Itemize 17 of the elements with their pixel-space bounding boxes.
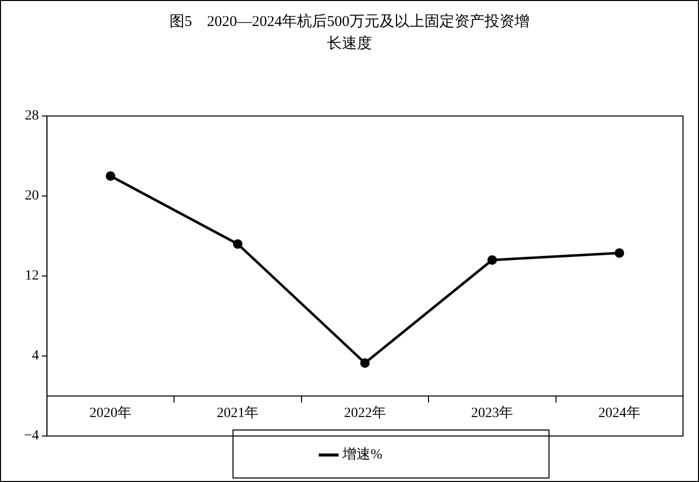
y-tick-label: −4 xyxy=(24,428,39,444)
point xyxy=(106,171,116,181)
x-tick-label: 2024年 xyxy=(598,405,640,422)
legend-label: 增速% xyxy=(342,446,383,463)
x-tick-label: 2021年 xyxy=(216,405,259,422)
point xyxy=(614,248,624,258)
y-tick-label: 20 xyxy=(24,188,39,204)
x-tick-label: 2022年 xyxy=(344,405,386,422)
point xyxy=(487,255,497,265)
y-tick-label: 28 xyxy=(24,108,39,124)
y-tick-label: 4 xyxy=(32,348,39,364)
point xyxy=(360,358,370,368)
x-tick-label: 2023年 xyxy=(471,405,514,422)
chart-title: 图5 2020—2024年杭后500万元及以上固定资产投资增长速度 xyxy=(168,12,530,54)
x-tick-label: 2020年 xyxy=(90,405,132,422)
y-tick-label: 12 xyxy=(24,268,39,284)
point xyxy=(232,239,242,249)
